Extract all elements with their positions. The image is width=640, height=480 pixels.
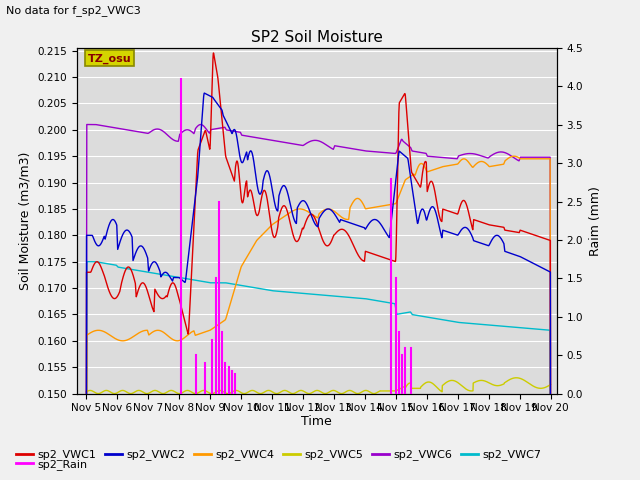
X-axis label: Time: Time bbox=[301, 415, 332, 428]
Y-axis label: Raim (mm): Raim (mm) bbox=[589, 186, 602, 256]
Text: No data for f_sp2_VWC3: No data for f_sp2_VWC3 bbox=[6, 5, 141, 16]
Legend: sp2_VWC1, sp2_VWC2, sp2_VWC4, sp2_VWC5, sp2_VWC6, sp2_VWC7: sp2_VWC1, sp2_VWC2, sp2_VWC4, sp2_VWC5, … bbox=[12, 445, 545, 465]
Text: TZ_osu: TZ_osu bbox=[88, 53, 131, 63]
Title: SP2 Soil Moisture: SP2 Soil Moisture bbox=[251, 30, 383, 46]
Y-axis label: Soil Moisture (m3/m3): Soil Moisture (m3/m3) bbox=[19, 152, 32, 290]
Legend: sp2_Rain: sp2_Rain bbox=[12, 455, 92, 474]
